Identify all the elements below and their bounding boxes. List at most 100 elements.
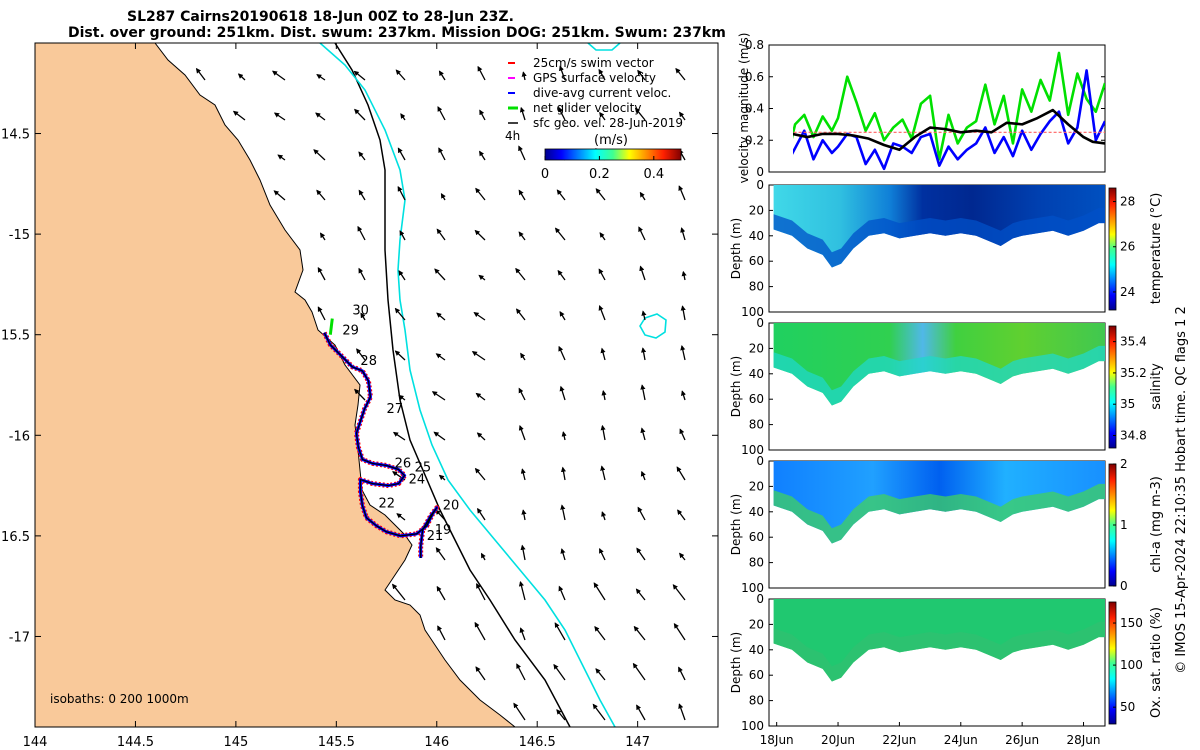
current-arrow (520, 544, 526, 561)
day-label: 28 (360, 354, 377, 369)
current-arrow (397, 147, 406, 161)
current-arrow (436, 585, 446, 601)
section-colorbar (1108, 325, 1117, 449)
section-bottom-layer (773, 207, 1105, 268)
current-arrow (392, 431, 406, 441)
current-arrow (394, 350, 406, 361)
current-arrow (639, 191, 646, 201)
current-arrow (559, 65, 566, 81)
map-colorbar-tick-label: 0.4 (643, 167, 664, 182)
section-ylabel: Depth (m) (729, 632, 743, 693)
section-ytick-label: 80 (749, 694, 764, 708)
velocity-axis-ticks: 0 0.2 0.4 0.6 0.8 (745, 38, 1105, 179)
current-arrow (679, 428, 686, 441)
current-arrow (636, 547, 646, 561)
current-arrow (675, 67, 686, 81)
figure-title-line1: SL287 Cairns20190618 18-Jun 00Z to 28-Ju… (127, 9, 514, 25)
legend-swim: 25cm/s swim vector (533, 56, 654, 70)
current-arrow (360, 312, 366, 321)
map-xtick-label: 146.5 (519, 735, 556, 750)
current-arrow (560, 504, 566, 521)
current-arrow (315, 112, 326, 121)
map-ytick-label: -15 (9, 228, 30, 243)
current-arrow (561, 431, 567, 441)
current-arrow (634, 107, 646, 121)
section-ylabel: Depth (m) (729, 218, 743, 279)
current-arrow (232, 110, 246, 121)
current-arrow (637, 69, 646, 81)
current-arrow (316, 189, 326, 201)
section-colorbar-tick-label: 28 (1120, 195, 1135, 209)
legend-gps: GPS surface velocity (533, 71, 656, 85)
current-arrow (358, 189, 366, 201)
current-arrow (678, 185, 686, 201)
section-ytick-label: 80 (749, 280, 764, 294)
current-arrow (680, 305, 686, 321)
current-arrow (518, 189, 526, 201)
map-colorbar (544, 148, 682, 161)
section-ytick-label: 100 (741, 443, 764, 457)
legend-4h: 4h (505, 129, 520, 143)
current-arrow (518, 424, 526, 441)
current-arrow (273, 190, 286, 201)
track-line (323, 332, 438, 559)
current-arrow (474, 229, 486, 241)
current-arrow (515, 308, 526, 321)
current-arrow (319, 232, 326, 241)
surface-current-arrows (195, 65, 687, 721)
map-colorbar-tick-label: 0 (541, 167, 549, 182)
current-arrow (558, 106, 566, 121)
current-arrow (680, 227, 686, 241)
map-legend: 25cm/s swim vector GPS surface velocity … (505, 56, 683, 182)
current-arrow (473, 312, 486, 321)
isobath-200m (319, 43, 616, 727)
section-colorbar-tick-label: 26 (1120, 240, 1135, 254)
section-colorbar-tick-label: 24 (1120, 285, 1135, 299)
section-ylabel: Depth (m) (729, 494, 743, 555)
current-arrow (277, 154, 286, 161)
current-arrow (435, 509, 446, 521)
legend-geo: sfc geo. vel. 28-Jun-2019 (533, 116, 683, 130)
day-label: 30 (352, 304, 369, 319)
time-xtick-label: 20Jun (821, 733, 855, 747)
current-arrow (559, 311, 566, 321)
section-ytick-label: 20 (749, 341, 764, 355)
current-arrow (434, 268, 446, 281)
current-arrow (237, 73, 246, 81)
current-arrow (678, 703, 686, 721)
time-xtick-label: 28Jun (1067, 733, 1101, 747)
day-label: 29 (342, 324, 359, 339)
day-label: 20 (443, 499, 460, 514)
section-colorbar (1108, 187, 1117, 311)
day-label: 26 (395, 456, 412, 471)
current-arrow (673, 622, 686, 641)
current-arrow (556, 189, 566, 201)
current-arrow (479, 109, 486, 121)
map-colorbar-tick-label: 0.2 (589, 167, 610, 182)
current-arrow (354, 108, 366, 121)
current-arrow (391, 583, 406, 601)
current-arrow (553, 663, 566, 681)
map-colorbar-label: (m/s) (594, 133, 628, 148)
section-colorbar-tick-label: 100 (1120, 658, 1143, 672)
current-arrow (431, 391, 446, 401)
current-arrow (477, 507, 486, 521)
current-arrow (593, 582, 606, 601)
current-arrow (681, 270, 687, 281)
legend-current: dive-avg current veloc. (533, 86, 671, 100)
current-arrow (677, 509, 686, 521)
section-colorbar-tick-label: 34.8 (1120, 428, 1147, 442)
velocity-ytick-label: 0 (756, 165, 764, 179)
section-colorbar-label: salinity (1149, 363, 1164, 410)
map-xtick-label: 146 (424, 735, 449, 750)
current-arrow (478, 274, 486, 281)
current-arrow (518, 145, 526, 161)
current-arrow (394, 307, 406, 321)
current-arrow (435, 547, 446, 561)
current-arrow (477, 65, 486, 81)
current-arrow (476, 432, 486, 441)
section-ytick-label: 0 (756, 454, 764, 468)
velocity-ylabel: velocity magnitude (m/s) (737, 33, 751, 184)
section-ytick-label: 60 (749, 530, 764, 544)
current-arrow (437, 625, 446, 641)
